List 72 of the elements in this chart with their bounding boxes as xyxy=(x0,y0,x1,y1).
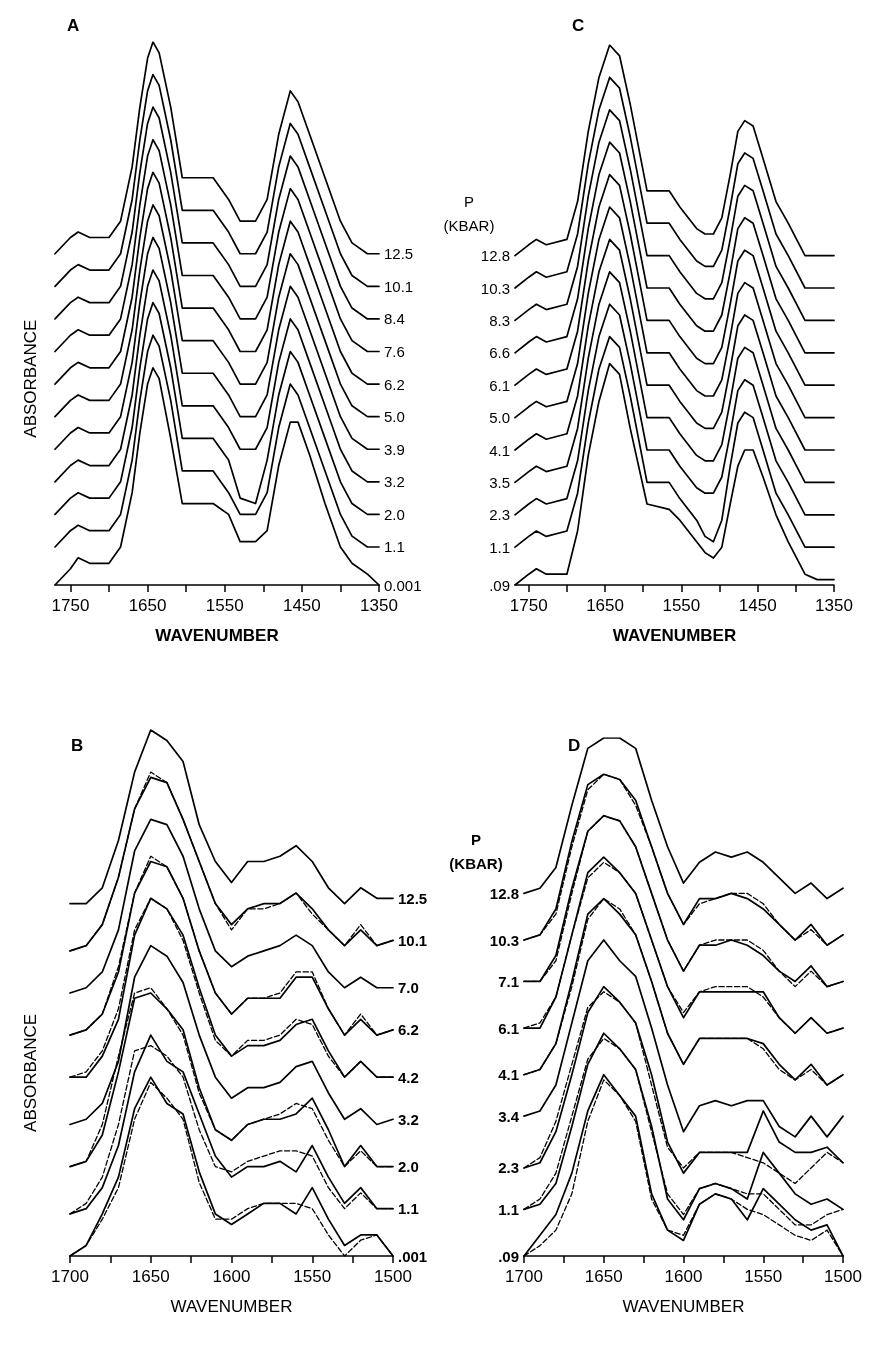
series-label: 12.5 xyxy=(398,889,428,907)
chart-title: C xyxy=(572,16,585,35)
x-tick-label: 1450 xyxy=(282,596,321,615)
series-label: 1.1 xyxy=(489,538,510,556)
series-label: 8.3 xyxy=(489,311,510,329)
series-label: 7.6 xyxy=(384,343,405,361)
chart-title: A xyxy=(67,16,80,35)
series-label: 6.6 xyxy=(489,344,510,362)
series-label: 10.3 xyxy=(489,931,519,949)
series-label: 3.9 xyxy=(384,440,405,458)
x-tick-label: 1350 xyxy=(360,596,398,615)
y-axis-title: ABSORBANCE xyxy=(20,319,40,438)
series-label: .09 xyxy=(498,1247,519,1265)
series-label: 1.1 xyxy=(498,1200,519,1218)
series-label: 4.1 xyxy=(498,1066,519,1084)
x-tick-label: 1750 xyxy=(51,596,90,615)
series-label: 10.1 xyxy=(398,931,428,949)
x-tick-label: 1550 xyxy=(662,596,701,615)
series-label: 3.5 xyxy=(489,473,510,491)
x-axis-title: WAVENUMBER xyxy=(622,1297,745,1316)
series-label: 0.001 xyxy=(384,576,422,594)
x-tick-label: 1350 xyxy=(815,596,853,615)
x-axis-title: WAVENUMBER xyxy=(155,626,279,645)
legend-title: P (KBAR) xyxy=(443,193,495,235)
series-label: 6.2 xyxy=(384,375,405,393)
x-tick-label: 1450 xyxy=(738,596,777,615)
series-label: 3.2 xyxy=(398,1110,419,1128)
x-tick-label: 1600 xyxy=(664,1267,703,1286)
x-tick-label: 1650 xyxy=(128,596,167,615)
series-label: 12.8 xyxy=(489,884,519,902)
series-label: 10.1 xyxy=(384,277,414,295)
series-label: 5.0 xyxy=(489,409,510,427)
series-label: 3.4 xyxy=(498,1107,520,1125)
x-axis-title: WAVENUMBER xyxy=(612,626,737,645)
legend-title: P (KBAR) xyxy=(449,830,503,872)
series-label: 1.1 xyxy=(398,1200,419,1218)
x-tick-label: 1650 xyxy=(131,1267,170,1286)
x-tick-label: 1600 xyxy=(212,1267,251,1286)
x-tick-label: 1650 xyxy=(586,596,624,615)
x-tick-label: 1700 xyxy=(51,1267,89,1286)
series-label: 6.2 xyxy=(398,1021,419,1039)
y-axis-title: ABSORBANCE xyxy=(20,1013,40,1132)
series-label: 6.1 xyxy=(489,376,510,394)
series-label: 7.0 xyxy=(398,979,419,997)
x-tick-label: 1550 xyxy=(205,596,244,615)
series-label: 3.2 xyxy=(384,473,405,491)
chart-title: B xyxy=(71,736,84,755)
series-label: 12.8 xyxy=(480,247,510,265)
x-tick-label: 1650 xyxy=(584,1267,623,1286)
series-label: .001 xyxy=(398,1247,428,1265)
x-tick-label: 1500 xyxy=(374,1267,412,1286)
x-tick-label: 1500 xyxy=(824,1267,862,1286)
series-label: 10.3 xyxy=(480,279,510,297)
series-label: 6.1 xyxy=(498,1019,519,1037)
x-axis-title: WAVENUMBER xyxy=(170,1297,293,1316)
x-tick-label: 1700 xyxy=(505,1267,543,1286)
series-label: 2.0 xyxy=(398,1158,419,1176)
series-label: 4.1 xyxy=(489,441,510,459)
series-label: 2.3 xyxy=(489,506,510,524)
series-label: 2.0 xyxy=(384,505,405,523)
series-label: 4.2 xyxy=(398,1068,419,1086)
x-tick-label: 1750 xyxy=(509,596,548,615)
series-label: 12.5 xyxy=(384,245,414,263)
series-label: 2.3 xyxy=(498,1159,519,1177)
series-label: 8.4 xyxy=(384,310,405,328)
series-label: 1.1 xyxy=(384,538,405,556)
series-label: .09 xyxy=(489,576,510,594)
x-tick-label: 1550 xyxy=(293,1267,332,1286)
x-tick-label: 1550 xyxy=(744,1267,783,1286)
series-label: 7.1 xyxy=(498,972,519,990)
chart-title: D xyxy=(568,736,581,755)
series-label: 5.0 xyxy=(384,408,405,426)
